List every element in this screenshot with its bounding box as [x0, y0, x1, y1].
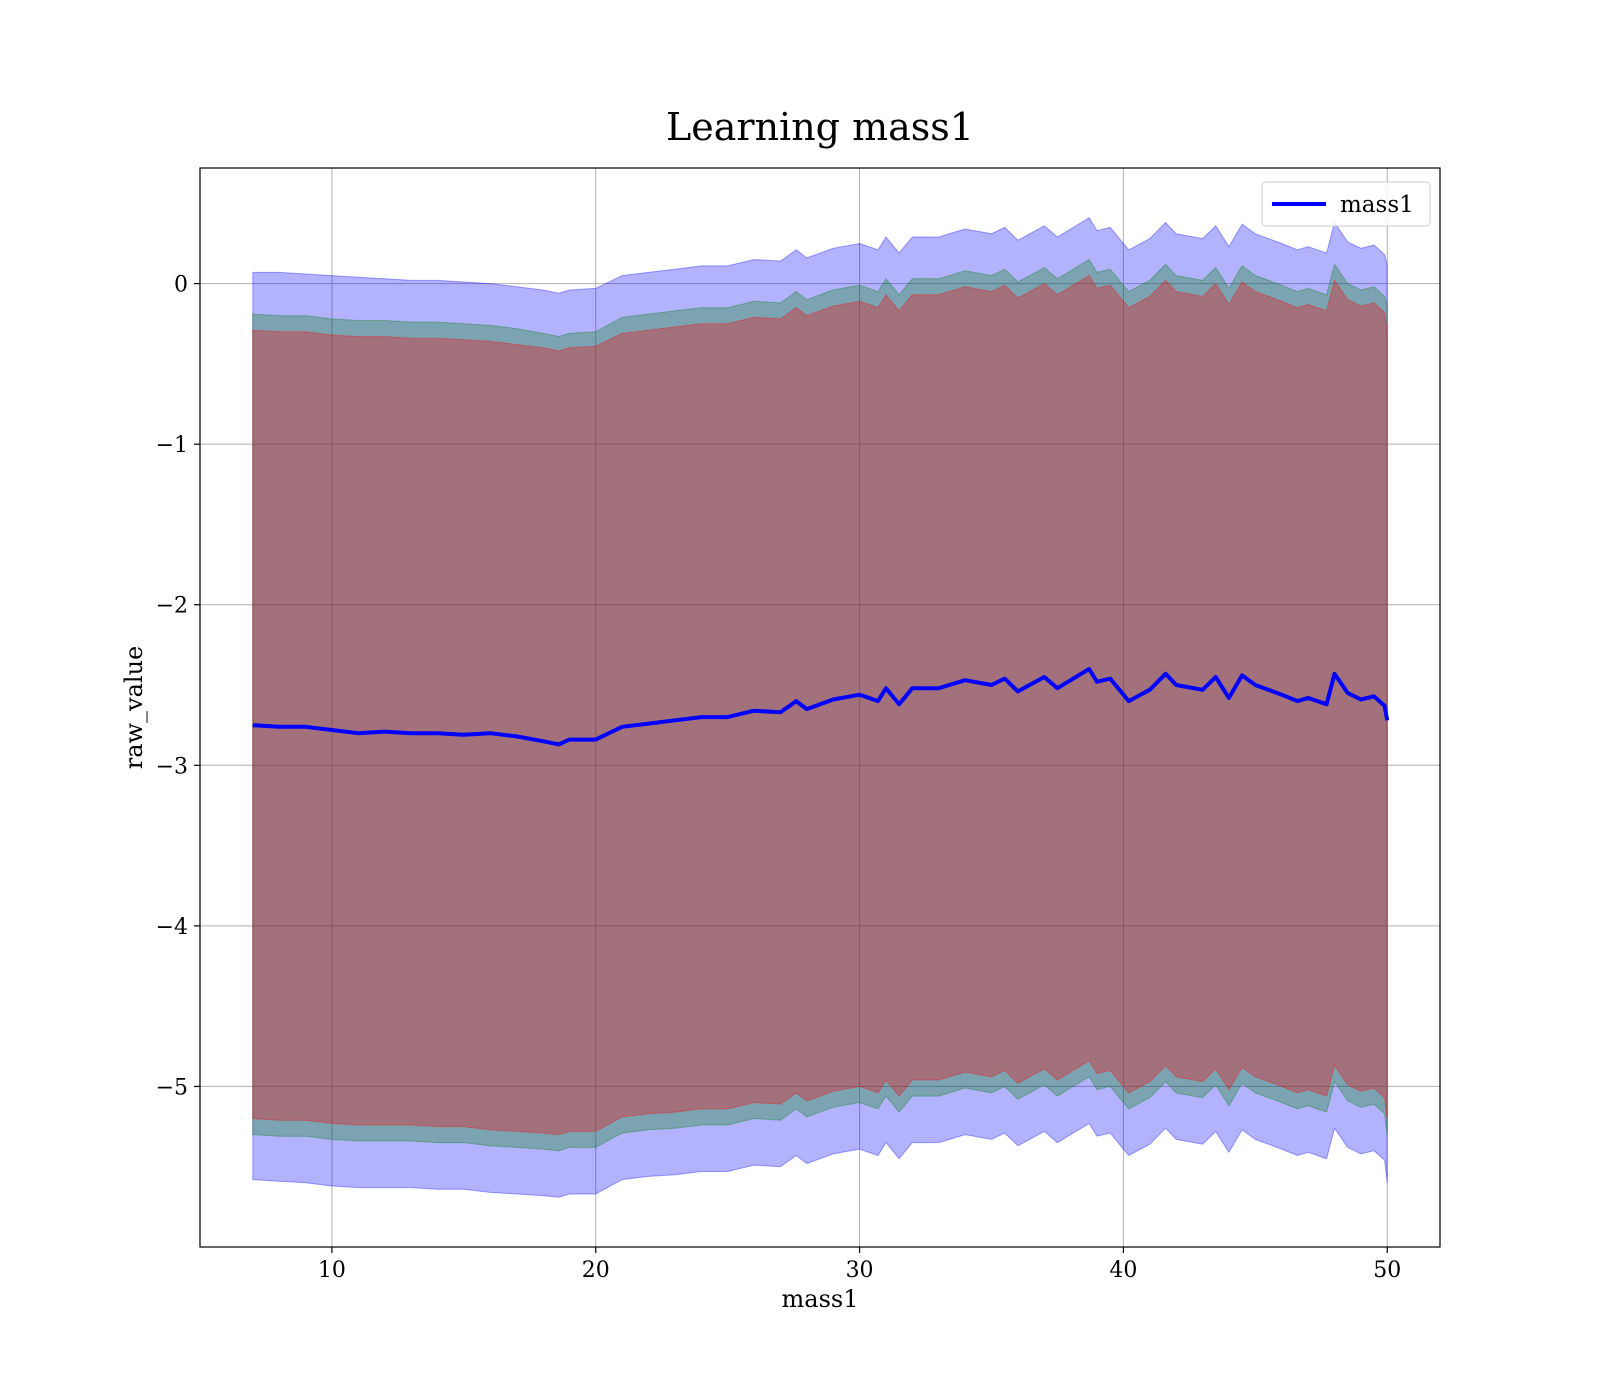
legend-entry-mass1: mass1	[1340, 192, 1414, 218]
y-tick-label: −4	[156, 915, 188, 940]
x-axis-label: mass1	[782, 1285, 859, 1313]
x-tick-label: 10	[318, 1258, 346, 1283]
y-tick-label: −1	[156, 433, 188, 458]
y-axis-label: raw_value	[120, 646, 148, 770]
x-tick-label: 40	[1109, 1258, 1137, 1283]
x-tick-label: 30	[846, 1258, 874, 1283]
confidence-bands	[252, 217, 1388, 1198]
legend-box	[1261, 181, 1431, 227]
plot-frame	[199, 167, 1441, 1248]
band-0	[252, 217, 1388, 1198]
y-tick-label: −3	[156, 754, 188, 779]
y-tick-label: −5	[156, 1075, 188, 1100]
chart-title: Learning mass1	[666, 105, 974, 149]
grid	[200, 168, 1440, 1247]
x-tick-label: 20	[582, 1258, 610, 1283]
y-tick-label: −2	[156, 594, 188, 619]
series-line-mass1	[252, 667, 1390, 747]
x-tick-label: 50	[1373, 1258, 1401, 1283]
y-tick-label: 0	[174, 273, 188, 298]
ticks: 10 20 30 40 50 0 −1 −2 −3 −4 −5	[156, 273, 1402, 1283]
series-lines	[252, 667, 1390, 747]
legend: mass1	[1261, 181, 1431, 227]
